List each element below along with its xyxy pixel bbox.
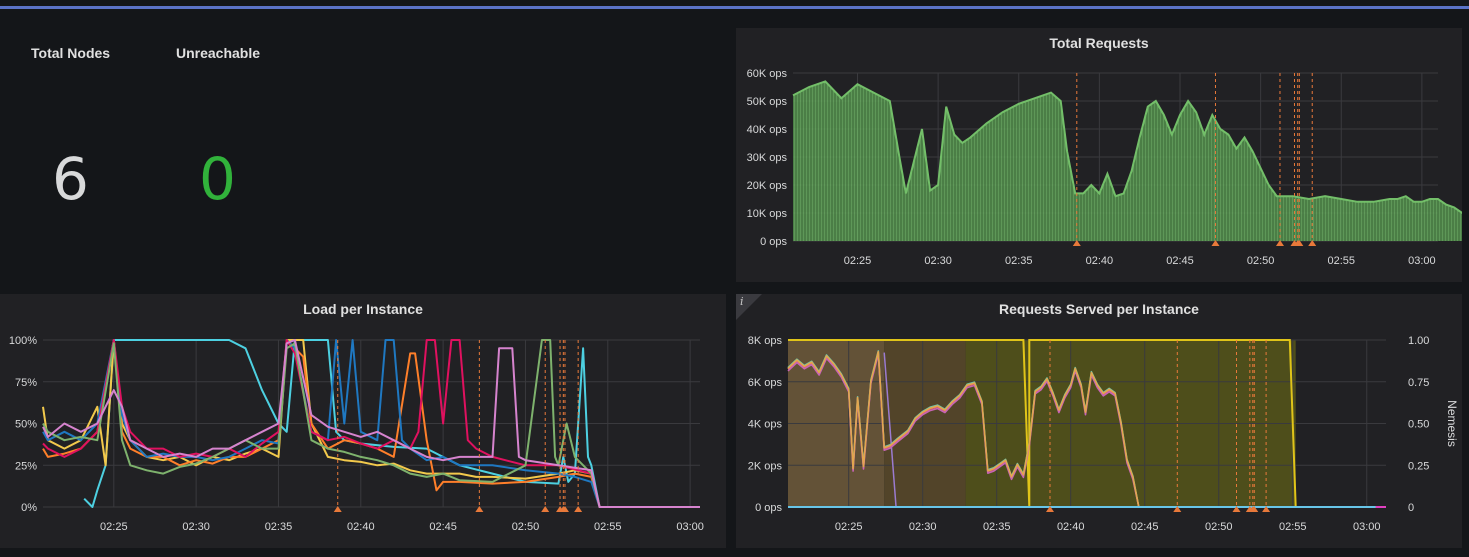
x-tick-label: 02:30 <box>909 521 937 533</box>
stat-panel: Total Nodes Unreachable 6 0 <box>0 12 726 292</box>
x-tick-label: 03:00 <box>1353 521 1381 533</box>
top-accent-bar <box>0 6 1469 9</box>
x-tick-label: 02:55 <box>1327 255 1355 267</box>
y-tick-label: 75% <box>15 377 37 389</box>
x-tick-label: 02:30 <box>924 255 952 267</box>
annotation-marker <box>333 506 342 512</box>
panel-title-load-per-instance[interactable]: Load per Instance <box>303 301 423 317</box>
y-tick-label: 0% <box>21 502 37 514</box>
y2-tick-label: 0.75 <box>1408 377 1429 389</box>
y2-tick-label: 0 <box>1408 502 1414 514</box>
x-tick-label: 02:25 <box>844 255 872 267</box>
annotation-marker <box>1250 506 1259 512</box>
load-per-instance-chart[interactable]: 100% 75% 50% 25% 0% 02:25 02:30 02:35 02:40 02:45… <box>0 294 726 548</box>
y-tick-label: 30K ops <box>747 152 788 164</box>
x-tick-label: 02:25 <box>100 521 128 533</box>
info-icon[interactable]: i <box>740 295 744 308</box>
y-tick-label: 8K ops <box>748 335 783 347</box>
load-series-line-instance-5 <box>42 339 700 508</box>
load-series-line-instance-6 <box>42 339 700 508</box>
y-tick-label: 2K ops <box>748 460 783 472</box>
annotation-marker <box>1295 240 1304 246</box>
y-tick-label: 25% <box>15 460 37 472</box>
annotation-marker <box>475 506 484 512</box>
x-tick-label: 02:55 <box>594 521 622 533</box>
stat-title-unreachable: Unreachable <box>176 45 261 61</box>
y2-tick-label: 1.00 <box>1408 335 1429 347</box>
served-series-line-instance-4 <box>787 350 1376 508</box>
falling-instance-line <box>883 352 897 508</box>
y-tick-label: 0 ops <box>760 236 787 248</box>
x-tick-label: 02:50 <box>1205 521 1233 533</box>
x-tick-label: 03:00 <box>1408 255 1436 267</box>
y-tick-label: 6K ops <box>748 377 783 389</box>
annotation-marker <box>1308 240 1317 246</box>
annotation-marker <box>1211 240 1220 246</box>
x-tick-label: 02:45 <box>429 521 457 533</box>
load-series-line-instance-3 <box>42 339 700 508</box>
y-tick-label: 10K ops <box>747 208 788 220</box>
annotation-marker <box>1072 240 1081 246</box>
y2-axis-label: Nemesis <box>1445 400 1459 447</box>
y-tick-label: 0 ops <box>755 502 782 514</box>
annotation-marker <box>541 506 550 512</box>
requests-served-panel[interactable]: i Requests Served per Instance 8K ops 6K … <box>736 294 1462 548</box>
panel-info-badge[interactable] <box>736 294 762 320</box>
stat-value-unreachable: 0 <box>199 145 236 213</box>
x-tick-label: 02:50 <box>1247 255 1275 267</box>
load-series-line-instance-7 <box>42 339 700 508</box>
annotation-marker <box>1262 506 1271 512</box>
requests-area <box>793 81 1462 241</box>
x-tick-label: 03:00 <box>676 521 704 533</box>
annotation-marker <box>560 506 569 512</box>
annotation-marker <box>1173 506 1182 512</box>
x-tick-label: 02:40 <box>1057 521 1085 533</box>
y-tick-label: 40K ops <box>747 124 788 136</box>
x-tick-label: 02:30 <box>182 521 210 533</box>
annotation-marker <box>1275 240 1284 246</box>
stat-title-total-nodes: Total Nodes <box>31 45 111 61</box>
annotation-marker <box>1045 506 1054 512</box>
x-tick-label: 02:45 <box>1131 521 1159 533</box>
total-requests-chart[interactable]: 60K ops 50K ops 40K ops 30K ops 20K ops 10K o… <box>736 28 1462 282</box>
total-requests-panel[interactable]: Total Requests 60K ops 50K ops 40K ops 30K … <box>736 28 1462 282</box>
requests-line <box>792 80 1462 214</box>
x-tick-label: 02:45 <box>1166 255 1194 267</box>
y-tick-label: 50K ops <box>747 96 788 108</box>
x-tick-label: 02:25 <box>835 521 863 533</box>
annotation-marker <box>574 506 583 512</box>
y-tick-label: 60K ops <box>747 68 788 80</box>
x-tick-label: 02:35 <box>1005 255 1033 267</box>
x-tick-label: 02:40 <box>1086 255 1114 267</box>
y2-tick-label: 0.50 <box>1408 419 1429 431</box>
annotation-marker <box>1232 506 1241 512</box>
panel-title-requests-served[interactable]: Requests Served per Instance <box>999 301 1199 317</box>
y-tick-label: 4K ops <box>748 419 783 431</box>
requests-served-chart[interactable]: 8K ops 6K ops 4K ops 2K ops 0 ops 1.00 0.75 0.5… <box>736 294 1462 548</box>
y2-tick-label: 0.25 <box>1408 460 1429 472</box>
load-per-instance-panel[interactable]: Load per Instance 100% 75% 50% 25% 0% 02:25 02… <box>0 294 726 548</box>
y-tick-label: 100% <box>9 335 37 347</box>
stat-value-total-nodes: 6 <box>52 145 89 213</box>
x-tick-label: 02:55 <box>1279 521 1307 533</box>
x-tick-label: 02:35 <box>265 521 293 533</box>
y-tick-label: 20K ops <box>747 180 788 192</box>
x-tick-label: 02:35 <box>983 521 1011 533</box>
y-tick-label: 50% <box>15 419 37 431</box>
panel-title-total-requests[interactable]: Total Requests <box>1049 35 1149 51</box>
x-tick-label: 02:40 <box>347 521 375 533</box>
x-tick-label: 02:50 <box>512 521 540 533</box>
